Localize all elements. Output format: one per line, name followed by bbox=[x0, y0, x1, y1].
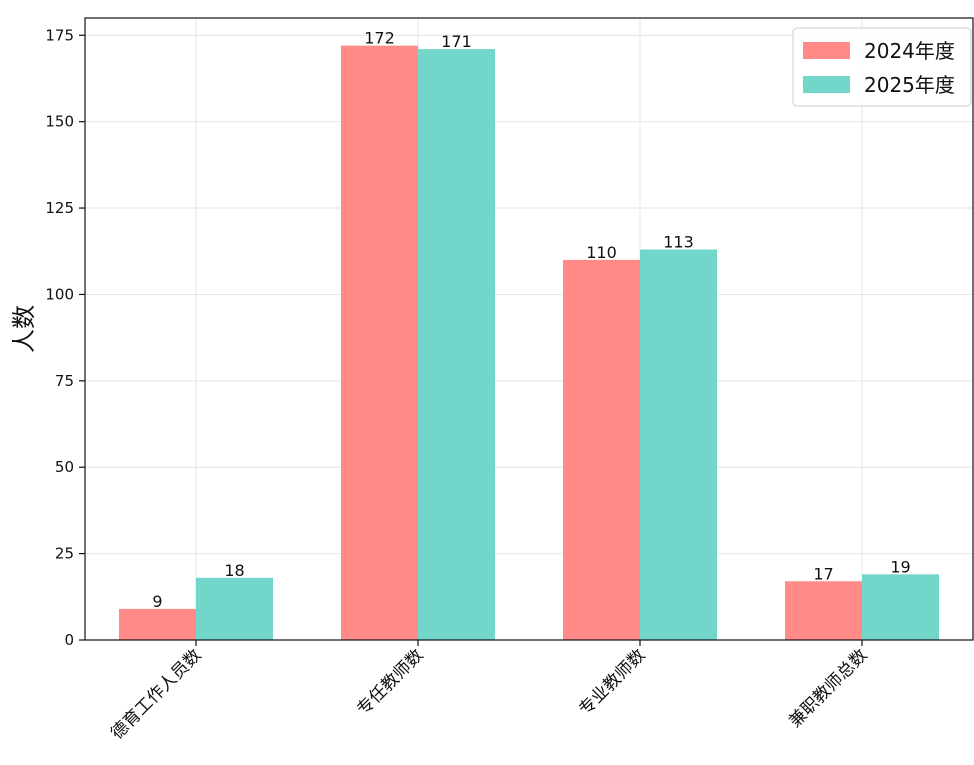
bar-2-2 bbox=[418, 49, 495, 641]
legend-swatch bbox=[803, 76, 850, 93]
grid-lines bbox=[85, 18, 973, 641]
x-tick-label: 专任教师数 bbox=[353, 645, 427, 719]
y-tick-label: 25 bbox=[55, 545, 74, 563]
y-tick-label: 50 bbox=[55, 458, 74, 476]
bar-1-1 bbox=[119, 608, 196, 640]
y-axis-ticks: 0 25 50 75 100 125 150 175 bbox=[45, 26, 85, 649]
data-label: 18 bbox=[224, 561, 244, 580]
y-tick-label: 75 bbox=[55, 372, 74, 390]
x-tick-label: 兼职教师总数 bbox=[785, 645, 871, 731]
bar-1-3 bbox=[563, 259, 640, 640]
bar-1-2 bbox=[341, 45, 418, 640]
data-label: 9 bbox=[152, 592, 162, 611]
y-tick-label: 125 bbox=[45, 199, 74, 217]
y-tick-label: 0 bbox=[64, 631, 74, 649]
bar-2-3 bbox=[640, 249, 717, 640]
x-tick-label: 德育工作人员数 bbox=[107, 645, 205, 743]
data-labels: 9 18 172 171 110 113 17 19 bbox=[152, 29, 910, 611]
data-label: 19 bbox=[890, 557, 910, 576]
data-label: 171 bbox=[441, 32, 472, 51]
y-tick-label: 175 bbox=[45, 26, 74, 44]
y-axis-title: 人数 bbox=[10, 305, 38, 353]
data-label: 172 bbox=[364, 29, 395, 48]
data-label: 113 bbox=[663, 233, 694, 252]
x-tick-label: 专业教师数 bbox=[575, 645, 649, 719]
legend-label: 2024年度 bbox=[864, 39, 955, 63]
bars bbox=[119, 45, 939, 641]
bar-2-1 bbox=[196, 577, 273, 640]
legend-label: 2025年度 bbox=[864, 73, 955, 97]
data-label: 110 bbox=[586, 243, 617, 262]
y-tick-label: 150 bbox=[45, 113, 74, 131]
legend-swatch bbox=[803, 42, 850, 59]
legend: 2024年度 2025年度 bbox=[792, 27, 972, 107]
y-tick-label: 100 bbox=[45, 285, 74, 303]
data-label: 17 bbox=[813, 564, 833, 583]
x-axis-ticks: 德育工作人员数 专任教师数 专业教师数 兼职教师总数 bbox=[107, 640, 872, 744]
plot-frame bbox=[84, 17, 974, 641]
bar-1-4 bbox=[785, 581, 862, 640]
bar-2-4 bbox=[862, 574, 939, 640]
